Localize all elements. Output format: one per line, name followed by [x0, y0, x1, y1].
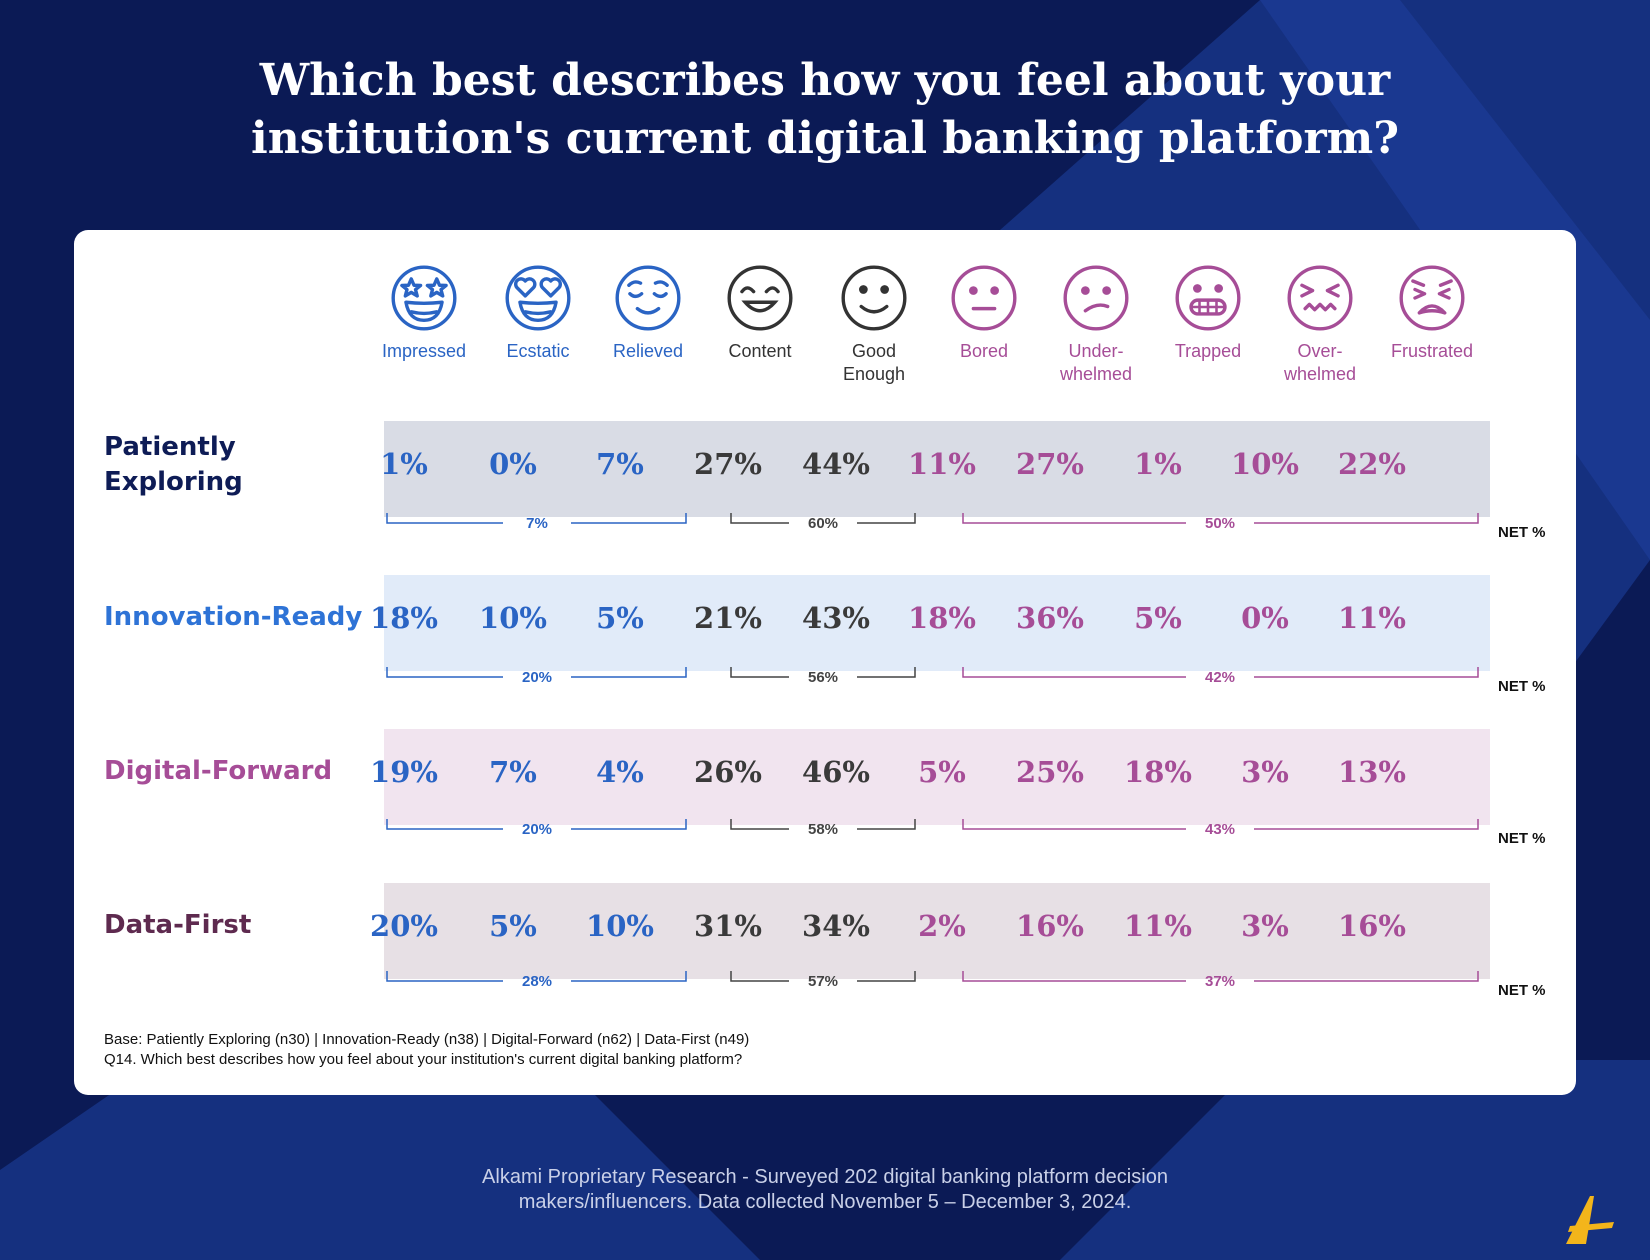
- persevering-face-icon: [1399, 265, 1465, 331]
- footer-line-2: makers/influencers. Data collected Novem…: [518, 1191, 1132, 1213]
- emotion-label: Under- whelmed: [1059, 341, 1133, 384]
- emotion-label: Relieved: [612, 341, 684, 361]
- value-cell: 7%: [596, 447, 644, 481]
- content-face-icon: [727, 265, 793, 331]
- row-band: [384, 883, 1490, 979]
- emotion-label: Over- whelmed: [1283, 341, 1357, 384]
- value-cell: 13%: [1338, 755, 1406, 789]
- net-label: NET %: [1498, 524, 1546, 541]
- value-cell: 1%: [1134, 447, 1182, 481]
- emotion-label: Ecstatic: [506, 341, 570, 361]
- emotion-header-impressed: Impressed: [368, 264, 480, 363]
- value-cell: 18%: [370, 601, 438, 635]
- value-cell: 46%: [802, 755, 870, 789]
- value-cell: 2%: [918, 909, 966, 943]
- footer-line-1: Alkami Proprietary Research - Surveyed 2…: [482, 1166, 1168, 1188]
- emotion-label: Trapped: [1174, 341, 1242, 361]
- emotion-label: Good Enough: [842, 341, 906, 384]
- value-cell: 22%: [1338, 447, 1406, 481]
- title-line-1: Which best describes how you feel about …: [259, 55, 1391, 106]
- value-cell: 20%: [370, 909, 438, 943]
- net-value: 20%: [522, 669, 552, 686]
- emotion-label: Content: [728, 341, 792, 361]
- relieved-face-icon: [615, 265, 681, 331]
- emotion-header-overwhelmed: Over- whelmed: [1264, 264, 1376, 386]
- emotion-label: Bored: [959, 341, 1009, 361]
- value-cell: 0%: [1241, 601, 1289, 635]
- emotion-label: Frustrated: [1390, 341, 1474, 361]
- chart-card: Impressed Ecstatic Relieved Content: [74, 230, 1576, 1095]
- net-value: 42%: [1205, 669, 1235, 686]
- segment-name-innovation-ready: Innovation-Ready: [104, 602, 363, 632]
- value-cell: 11%: [1124, 909, 1192, 943]
- value-cell: 21%: [694, 601, 762, 635]
- value-cell: 26%: [694, 755, 762, 789]
- segment-name-data-first: Data-First: [104, 910, 252, 940]
- value-cell: 27%: [694, 447, 762, 481]
- base-line-2: Q14. Which best describes how you feel a…: [104, 1051, 743, 1068]
- emotion-label: Impressed: [381, 341, 467, 361]
- value-cell: 18%: [1124, 755, 1192, 789]
- emotion-header-good-enough: Good Enough: [818, 264, 930, 386]
- emotion-header-trapped: Trapped: [1152, 264, 1264, 363]
- title-line-2: institution's current digital banking pl…: [250, 113, 1400, 164]
- value-cell: 5%: [918, 755, 966, 789]
- value-cell: 5%: [489, 909, 537, 943]
- emotion-header-ecstatic: Ecstatic: [482, 264, 594, 363]
- value-cell: 31%: [694, 909, 762, 943]
- value-cell: 11%: [908, 447, 976, 481]
- value-cell: 11%: [1338, 601, 1406, 635]
- value-cell: 0%: [489, 447, 537, 481]
- value-cell: 44%: [802, 447, 870, 481]
- value-cell: 36%: [1016, 601, 1084, 635]
- net-value: 50%: [1205, 515, 1235, 532]
- base-note: Base: Patiently Exploring (n30) | Innova…: [104, 1030, 749, 1070]
- footer-source: Alkami Proprietary Research - Surveyed 2…: [0, 1165, 1650, 1215]
- value-cell: 27%: [1016, 447, 1084, 481]
- value-cell: 10%: [1231, 447, 1299, 481]
- net-value: 56%: [808, 669, 838, 686]
- alkami-logo-icon: [1566, 1196, 1614, 1244]
- row-band: [384, 729, 1490, 825]
- emotion-header-underwhelmed: Under- whelmed: [1040, 264, 1152, 386]
- emotion-header-relieved: Relieved: [592, 264, 704, 363]
- value-cell: 34%: [802, 909, 870, 943]
- value-cell: 25%: [1016, 755, 1084, 789]
- value-cell: 18%: [908, 601, 976, 635]
- row-band: [384, 575, 1490, 671]
- value-cell: 5%: [1134, 601, 1182, 635]
- confounded-face-icon: [1287, 265, 1353, 331]
- base-line-1: Base: Patiently Exploring (n30) | Innova…: [104, 1031, 750, 1048]
- emotion-header-content: Content: [704, 264, 816, 363]
- smiling-face-icon: [841, 265, 907, 331]
- page-title: Which best describes how you feel about …: [0, 52, 1650, 168]
- value-cell: 7%: [489, 755, 537, 789]
- star-struck-face-icon: [391, 265, 457, 331]
- segment-name-patiently-exploring: Patiently Exploring: [104, 432, 243, 497]
- net-label: NET %: [1498, 982, 1546, 999]
- neutral-face-icon: [951, 265, 1017, 331]
- row-band: [384, 421, 1490, 517]
- value-cell: 1%: [380, 447, 428, 481]
- net-label: NET %: [1498, 678, 1546, 695]
- value-cell: 19%: [370, 755, 438, 789]
- heart-eyes-face-icon: [505, 265, 571, 331]
- value-cell: 10%: [586, 909, 654, 943]
- value-cell: 3%: [1241, 909, 1289, 943]
- emotion-header-bored: Bored: [928, 264, 1040, 363]
- grimacing-face-icon: [1175, 265, 1241, 331]
- value-cell: 5%: [596, 601, 644, 635]
- value-cell: 43%: [802, 601, 870, 635]
- value-cell: 16%: [1338, 909, 1406, 943]
- confused-face-icon: [1063, 265, 1129, 331]
- segment-name-digital-forward: Digital-Forward: [104, 756, 333, 786]
- value-cell: 3%: [1241, 755, 1289, 789]
- value-cell: 16%: [1016, 909, 1084, 943]
- net-value: 60%: [808, 515, 838, 532]
- net-value: 7%: [526, 515, 548, 532]
- net-label: NET %: [1498, 830, 1546, 847]
- emotion-header-frustrated: Frustrated: [1376, 264, 1488, 363]
- value-cell: 4%: [596, 755, 644, 789]
- value-cell: 10%: [479, 601, 547, 635]
